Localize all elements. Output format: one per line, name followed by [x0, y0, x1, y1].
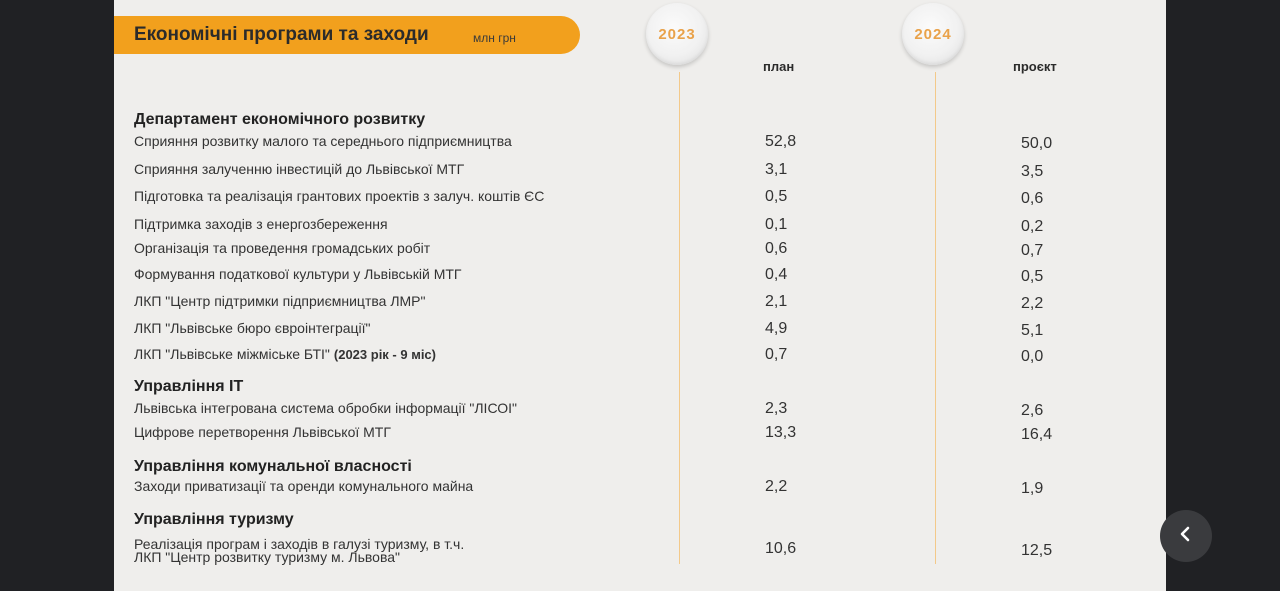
value-2023-plan: 0,6 [765, 240, 788, 257]
value-2024-project: 1,9 [1021, 480, 1044, 497]
value-2024-project: 12,5 [1021, 542, 1053, 559]
row-label: Цифрове перетворення Львівської МТГ [134, 424, 391, 440]
value-2024-project: 2,2 [1021, 295, 1044, 312]
value-2024-project: 0,7 [1021, 242, 1044, 259]
row-label: Заходи приватизації та оренди комунально… [134, 478, 474, 494]
column-header-plan: план [763, 59, 795, 74]
section-title: Управління туризму [134, 511, 294, 528]
value-2023-plan: 3,1 [765, 161, 788, 178]
row-label: ЛКП "Львівське бюро євроінтеграції" [134, 320, 371, 336]
value-2023-plan: 2,2 [765, 478, 788, 495]
chevron-left-icon [1177, 525, 1195, 548]
value-2023-plan: 2,3 [765, 400, 788, 417]
value-2024-project: 0,2 [1021, 218, 1044, 235]
year-2023-badge: 2023 [646, 3, 708, 65]
slide-title: Економічні програми та заходи [134, 24, 429, 45]
row-label: Сприяння розвитку малого та середнього п… [134, 133, 512, 149]
value-2023-plan: 0,4 [765, 266, 788, 283]
value-2024-project: 5,1 [1021, 322, 1044, 339]
value-2023-plan: 4,9 [765, 320, 788, 337]
row-label: Сприяння залученню інвестицій до Львівсь… [134, 161, 465, 177]
value-2023-plan: 13,3 [765, 424, 797, 441]
value-2023-plan: 52,8 [765, 133, 797, 150]
row-label: Підготовка та реалізація грантових проек… [134, 188, 545, 204]
value-2023-plan: 0,1 [765, 216, 788, 233]
value-2023-plan: 0,5 [765, 188, 788, 205]
year-2024-badge: 2024 [902, 3, 964, 65]
value-2024-project: 16,4 [1021, 426, 1053, 443]
value-2024-project: 50,0 [1021, 135, 1053, 152]
row-label: Формування податкової культури у Львівсь… [134, 266, 462, 282]
value-2023-plan: 2,1 [765, 293, 788, 310]
value-2024-project: 0,0 [1021, 348, 1044, 365]
value-2024-project: 0,5 [1021, 268, 1044, 285]
row-label: Підтримка заходів з енергозбереження [134, 216, 388, 232]
value-2024-project: 0,6 [1021, 190, 1044, 207]
section-title: Департамент економічного розвитку [134, 111, 426, 128]
section-title: Управління комунальної власності [134, 458, 412, 475]
value-2023-plan: 0,7 [765, 346, 788, 363]
row-label: Реалізація програм і заходів в галузі ту… [134, 536, 465, 565]
column-divider-2023 [679, 72, 680, 564]
back-button[interactable] [1160, 510, 1212, 562]
title-banner: Економічні програми та заходи млн грн [114, 16, 580, 54]
section-title: Управління ІТ [134, 378, 244, 395]
row-label: Львівська інтегрована система обробки ін… [134, 400, 517, 416]
row-label: ЛКП "Львівське міжміське БТІ" (2023 рік -… [134, 346, 436, 362]
value-2024-project: 2,6 [1021, 402, 1044, 419]
value-2024-project: 3,5 [1021, 163, 1044, 180]
presentation-slide: Економічні програми та заходи млн грн 20… [114, 0, 1166, 591]
column-divider-2024 [935, 72, 936, 564]
row-label: Організація та проведення громадських ро… [134, 240, 431, 256]
unit-label: млн грн [473, 31, 516, 45]
column-header-project: проєкт [1013, 59, 1057, 74]
row-label: ЛКП "Центр підтримки підприємництва ЛМР" [134, 293, 426, 309]
row-note: (2023 рік - 9 міс) [333, 347, 436, 362]
value-2023-plan: 10,6 [765, 540, 797, 557]
